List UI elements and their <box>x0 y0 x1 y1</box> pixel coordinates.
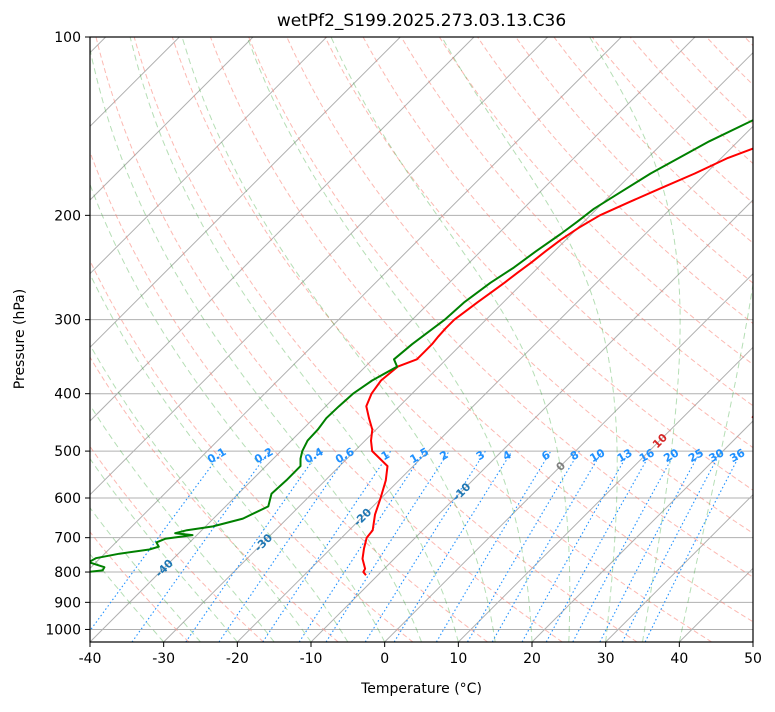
x-tick-label: 50 <box>744 651 762 667</box>
y-tick-label: 100 <box>54 30 81 46</box>
y-tick-label: 900 <box>54 595 81 611</box>
y-tick-label: 700 <box>54 531 81 547</box>
x-tick-label: 40 <box>670 651 688 667</box>
y-axis-label: Pressure (hPa) <box>12 289 28 389</box>
x-tick-label: -10 <box>300 651 323 667</box>
y-tick-label: 200 <box>54 208 81 224</box>
y-tick-label: 400 <box>54 387 81 403</box>
x-tick-label: -30 <box>152 651 175 667</box>
y-tick-label: 800 <box>54 565 81 581</box>
chart-title: wetPf2_S199.2025.273.03.13.C36 <box>277 11 566 31</box>
x-tick-label: 0 <box>380 651 389 667</box>
x-axis-label: Temperature (°C) <box>360 681 482 697</box>
x-tick-label: 10 <box>449 651 467 667</box>
y-tick-label: 600 <box>54 491 81 507</box>
x-tick-label: -40 <box>79 651 102 667</box>
y-tick-label: 500 <box>54 444 81 460</box>
x-tick-label: 20 <box>523 651 541 667</box>
x-tick-label: -20 <box>226 651 249 667</box>
x-tick-label: 30 <box>597 651 615 667</box>
y-tick-label: 1000 <box>45 622 81 638</box>
y-tick-label: 300 <box>54 313 81 329</box>
